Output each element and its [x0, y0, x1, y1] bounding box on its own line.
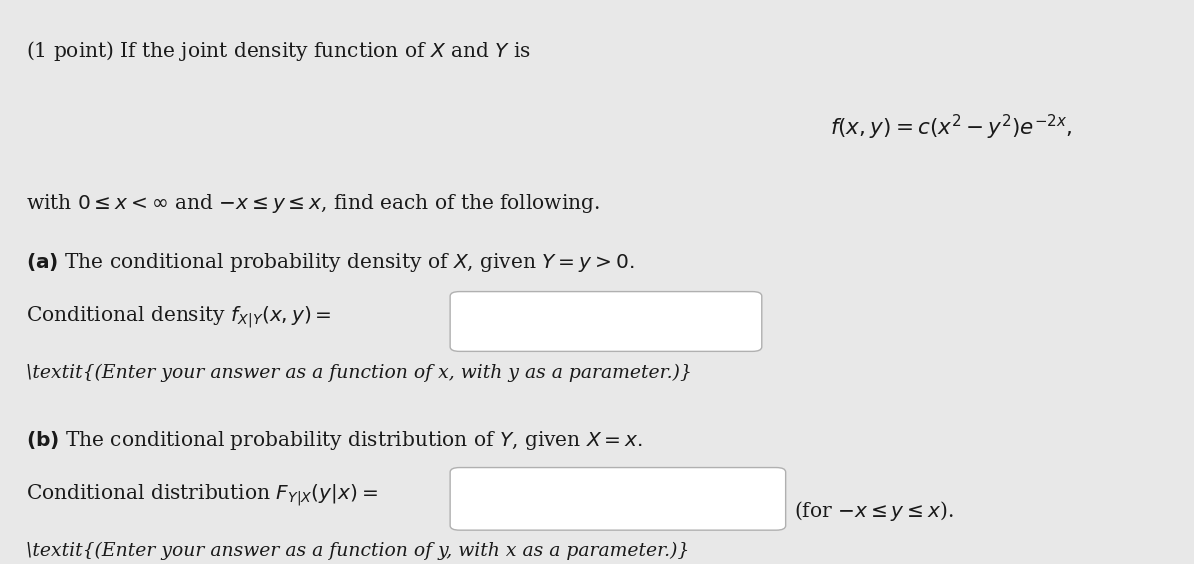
Text: (1 point) If the joint density function of $X$ and $Y$ is: (1 point) If the joint density function … [26, 39, 531, 64]
Text: (for $-x \leq y \leq x$).: (for $-x \leq y \leq x$). [794, 499, 954, 523]
Text: \textit{(Enter your answer as a function of y, with x as a parameter.)}: \textit{(Enter your answer as a function… [26, 541, 690, 559]
Text: $\mathbf{(a)}$ The conditional probability density of $X$, given $Y = y > 0.$: $\mathbf{(a)}$ The conditional probabili… [26, 251, 634, 274]
Text: Conditional density $f_{X|Y}(x, y) = $: Conditional density $f_{X|Y}(x, y) = $ [26, 305, 332, 331]
Text: $f(x, y) = c(x^2 - y^2)e^{-2x},$: $f(x, y) = c(x^2 - y^2)e^{-2x},$ [830, 113, 1072, 142]
Text: with $0 \leq x < \infty$ and $-x \leq y \leq x$, find each of the following.: with $0 \leq x < \infty$ and $-x \leq y … [26, 192, 601, 215]
Text: $\mathbf{(b)}$ The conditional probability distribution of $Y$, given $X = x.$: $\mathbf{(b)}$ The conditional probabili… [26, 429, 644, 452]
Text: Conditional distribution $F_{Y|X}(y|x) = $: Conditional distribution $F_{Y|X}(y|x) =… [26, 482, 378, 508]
FancyBboxPatch shape [450, 292, 762, 351]
Text: \textit{(Enter your answer as a function of x, with y as a parameter.)}: \textit{(Enter your answer as a function… [26, 364, 693, 382]
FancyBboxPatch shape [450, 468, 786, 530]
